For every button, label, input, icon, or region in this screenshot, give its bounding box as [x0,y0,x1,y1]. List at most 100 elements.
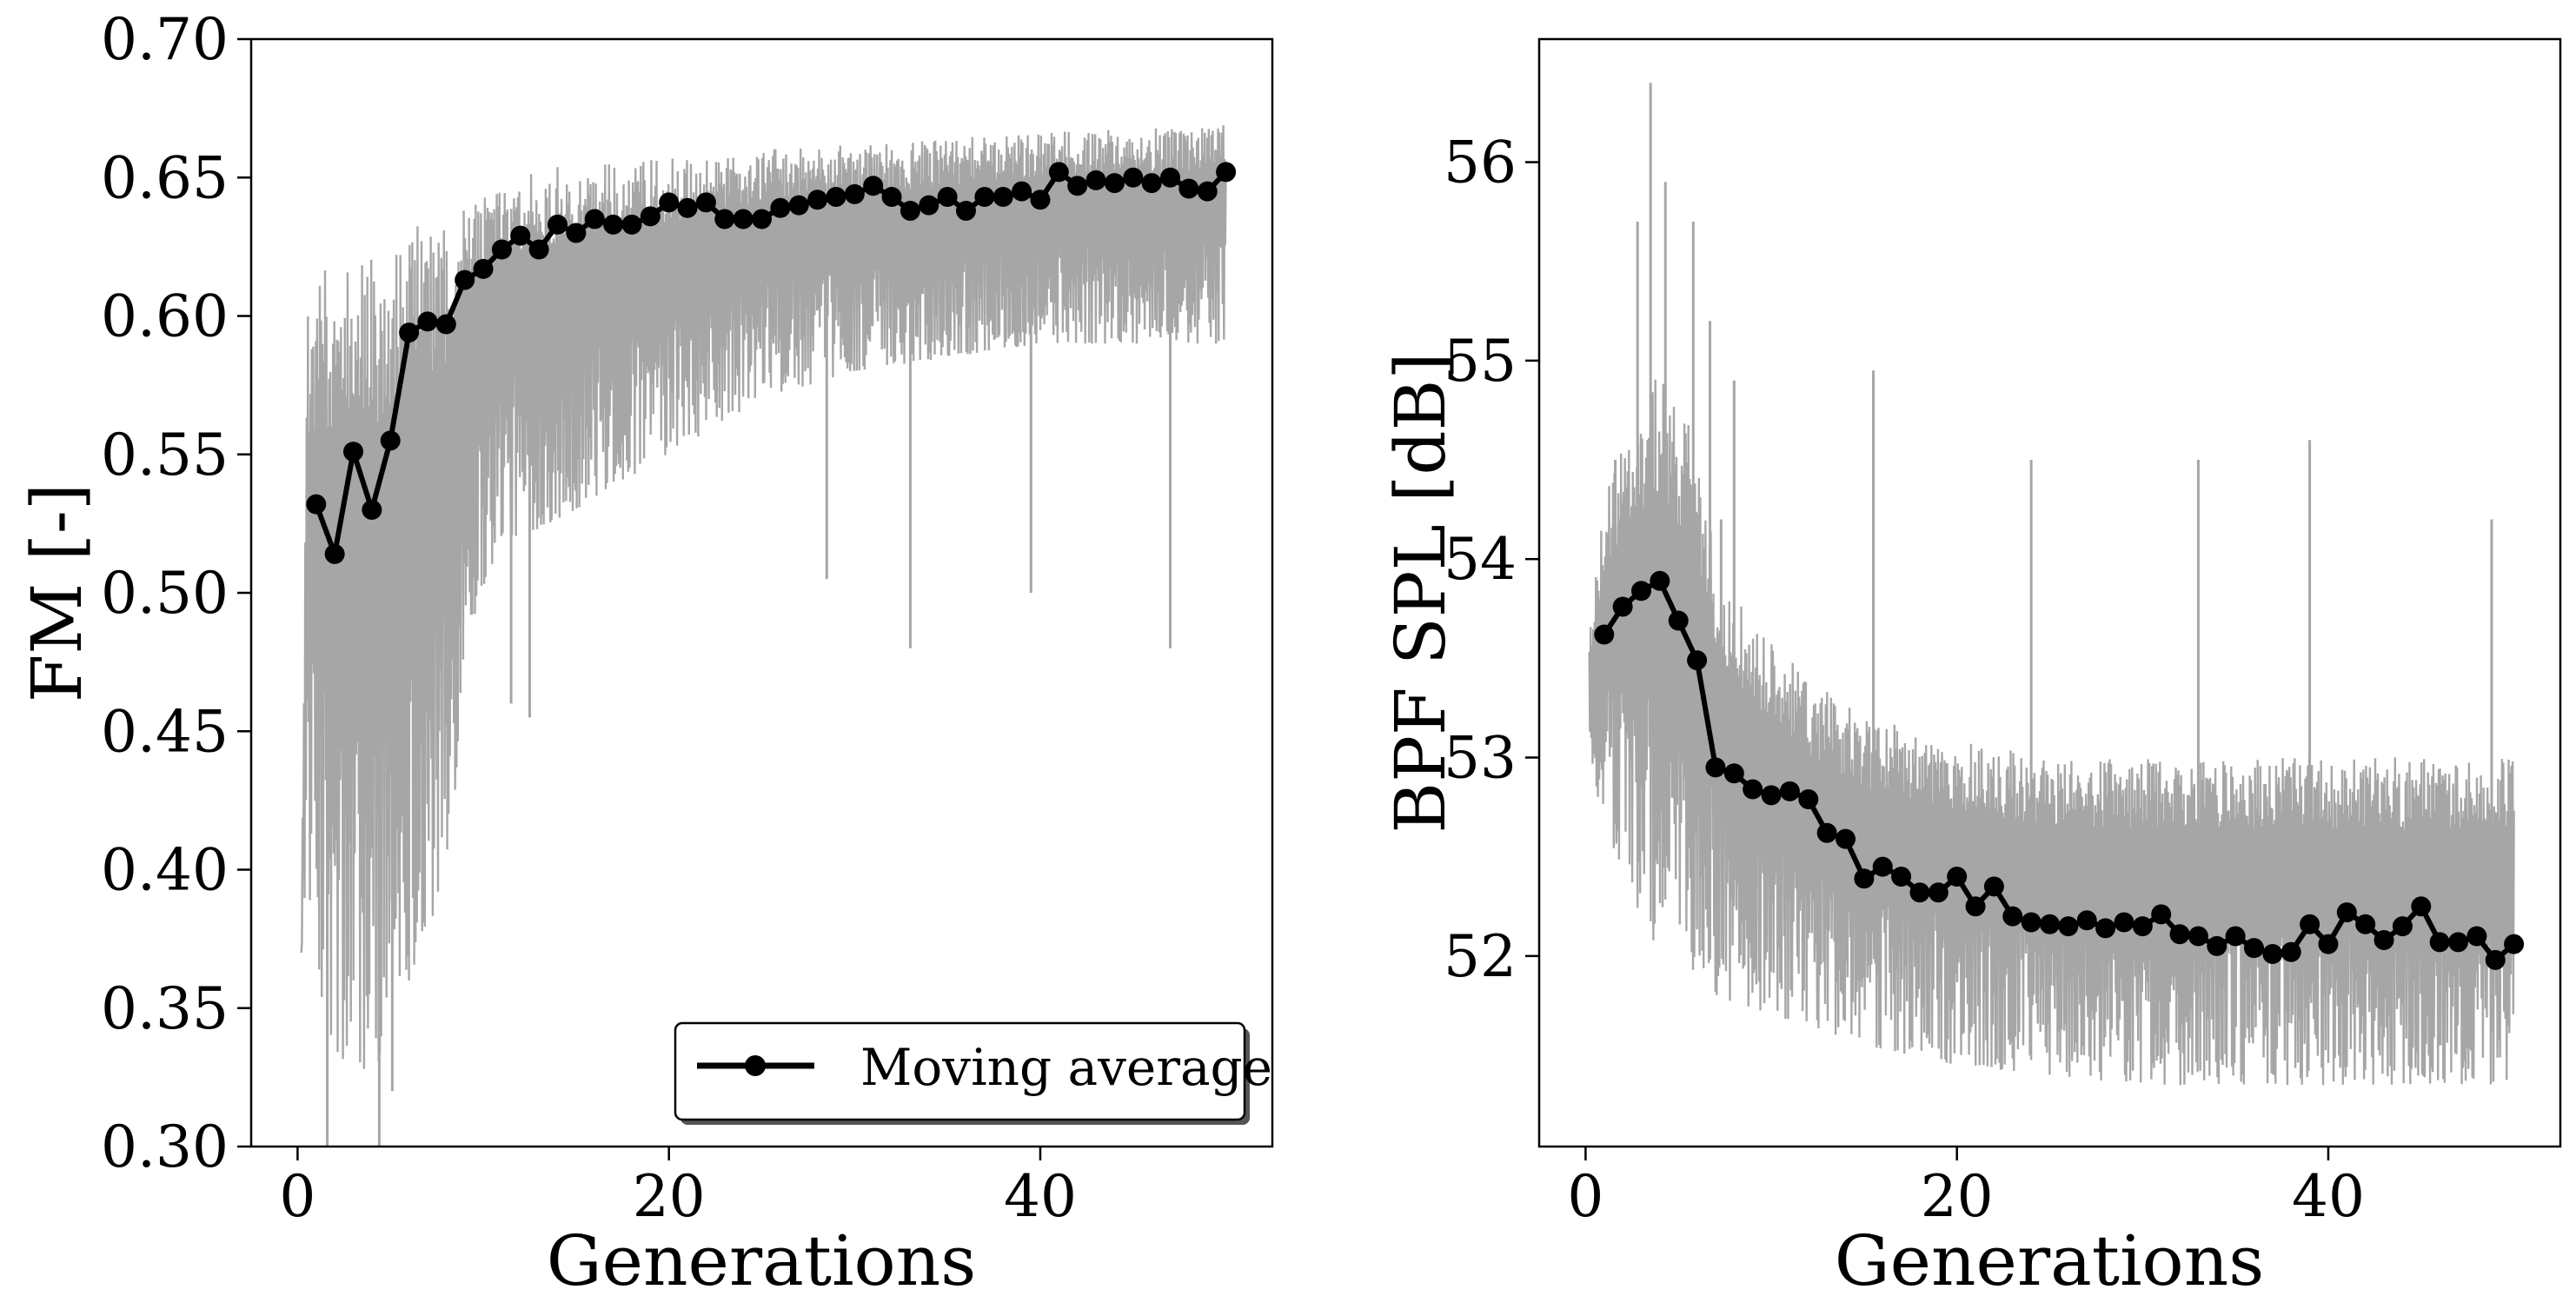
spl-moving-average-point [1965,896,1986,917]
spl-moving-average-point [1687,650,1708,671]
fm-moving-average-point [677,197,698,218]
fm-moving-average-point [362,499,382,520]
fm-y-tick-label: 0.35 [101,975,229,1042]
spl-moving-average-point [2262,944,2283,965]
spl-moving-average-point [2429,932,2450,953]
fm-moving-average-point [1086,170,1106,190]
fm-moving-average-point [343,442,363,462]
spl-moving-average-point [1836,828,1856,849]
fm-moving-average-point [491,239,512,260]
spl-y-ticks: 52 53 54 55 56 [1444,130,1539,990]
fm-moving-average-point [770,197,791,218]
fm-moving-average-point [417,311,438,332]
fm-y-tick-label: 0.45 [101,698,229,765]
fm-y-ticks: 0.30 0.35 0.40 0.45 0.50 0.55 0.60 0.65 0.70 [101,6,251,1180]
fm-moving-average-point [1160,167,1180,188]
fm-moving-average-point [1178,178,1199,199]
fm-moving-average-point [863,176,884,196]
fm-moving-average-point [1197,181,1218,202]
fm-y-tick-label: 0.40 [101,837,229,904]
spl-moving-average-point [1594,624,1615,645]
fm-moving-average-point [1030,189,1051,210]
fm-moving-average-point [640,206,661,227]
spl-y-tick-label: 55 [1444,328,1517,395]
fm-moving-average-point [603,214,624,235]
spl-moving-average-point [2355,914,2376,934]
spl-moving-average-point [2448,932,2468,953]
spl-moving-average-point [1743,779,1763,800]
spl-moving-average-point [2374,930,2394,951]
fm-moving-average-point [455,269,475,290]
spl-moving-average-point [2095,918,2116,939]
fm-moving-average-markers [306,162,1237,564]
spl-moving-average-point [2485,949,2506,970]
spl-x-axis-label: Generations [1835,1220,2265,1301]
spl-moving-average-point [1854,868,1875,889]
spl-moving-average-point [1631,581,1651,602]
fm-x-ticks: 0 20 40 [279,1147,1077,1230]
fm-moving-average-point [826,187,846,208]
fm-moving-average-point [919,195,939,216]
spl-moving-average-point [2411,896,2432,917]
spl-moving-average-point [2114,912,2134,933]
spl-x-tick-label: 40 [2292,1163,2365,1230]
fm-moving-average-point [1067,176,1088,196]
spl-moving-average-point [2336,902,2357,923]
fm-x-tick-label: 0 [279,1163,315,1230]
spl-y-tick-label: 52 [1444,923,1517,990]
legend-label: Moving average [860,1038,1272,1097]
spl-moving-average-point [1928,882,1949,903]
fm-moving-average-point [1048,162,1069,183]
fm-raw-series-path [300,125,1227,1069]
fm-moving-average-point [695,192,716,213]
fm-moving-average-point [566,223,587,243]
spl-x-tick-label: 20 [1921,1163,1994,1230]
fm-y-tick-label: 0.70 [101,6,229,73]
fm-y-tick-label: 0.30 [101,1114,229,1180]
fm-moving-average-point [714,209,735,229]
spl-y-tick-label: 56 [1444,130,1517,196]
fm-moving-average-point [548,214,568,235]
spl-x-ticks: 0 20 40 [1567,1147,2365,1230]
spl-moving-average-point [2132,916,2153,937]
fm-x-tick-label: 40 [1004,1163,1077,1230]
fm-moving-average-point [510,225,531,246]
fm-moving-average-point [974,187,995,208]
spl-moving-average-point [2188,926,2208,947]
spl-moving-average-point [2300,914,2320,934]
spl-moving-average-point [2076,910,2097,931]
fm-y-tick-label: 0.60 [101,283,229,350]
spl-moving-average-point [1983,876,2004,897]
fm-chart: 0 20 40 0.300.350.400.450.500.550.600.650.… [17,6,1274,1301]
fm-y-tick-label: 0.55 [101,422,229,489]
fm-moving-average-point [528,239,549,260]
fm-moving-average-point [380,430,401,451]
legend-frame [674,1021,1246,1121]
fm-y-tick-label: 0.65 [101,144,229,211]
fm-raw-evaluations-band [300,125,1227,1147]
spl-moving-average-point [1816,822,1837,843]
fm-moving-average-point [881,187,902,208]
fm-moving-average-point [306,494,327,515]
fm-moving-average-point [399,322,420,343]
fm-moving-average-point [956,200,976,221]
fm-moving-average-point [993,187,1013,208]
spl-moving-average-point [1612,596,1633,617]
fm-moving-average-point [1012,181,1032,202]
spl-moving-average-point [1705,757,1726,778]
fm-moving-average-point [621,214,642,235]
fm-moving-average-point [788,195,809,216]
spl-moving-average-point [1761,785,1782,806]
fm-moving-average-point [844,183,865,204]
spl-moving-average-point [2244,938,2264,959]
fm-x-tick-label: 20 [633,1163,706,1230]
spl-moving-average-point [2466,926,2487,947]
fm-moving-average-point [900,200,920,221]
fm-moving-average-point [1216,162,1237,183]
spl-moving-average-point [2281,941,2301,962]
spl-moving-average-point [2207,935,2227,956]
spl-moving-average-point [1723,763,1744,784]
spl-moving-average-point [1891,866,1912,887]
spl-moving-average-point [1779,781,1800,801]
spl-moving-average-point [1668,610,1689,631]
